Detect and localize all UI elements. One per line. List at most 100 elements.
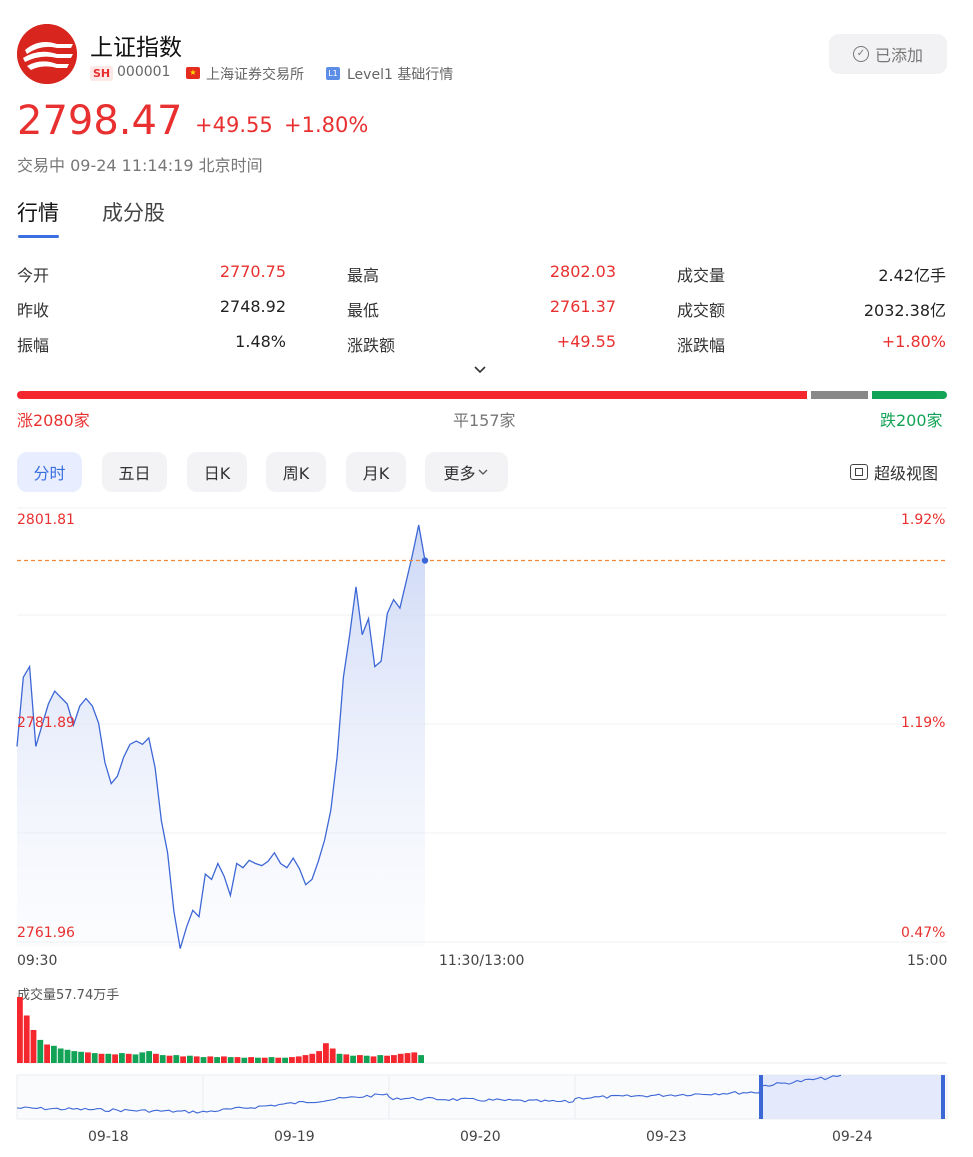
volume-bar xyxy=(180,1056,186,1063)
tab-components[interactable]: 成分股 xyxy=(102,201,165,225)
overview-date: 09-20 xyxy=(460,1129,501,1145)
stat-value: 2770.75 xyxy=(219,262,286,281)
overview-date: 09-23 xyxy=(646,1129,687,1145)
volume-bar xyxy=(57,1048,64,1063)
volume-bar xyxy=(357,1055,363,1063)
period-daily-button[interactable]: 日K xyxy=(187,452,247,492)
price-change: +49.55 xyxy=(195,113,273,137)
stat-label: 成交额 xyxy=(677,301,726,320)
navigator-right-handle[interactable] xyxy=(941,1075,945,1119)
volume-bar xyxy=(105,1053,112,1063)
stat-label: 今开 xyxy=(17,266,50,285)
more-label: 更多 xyxy=(443,464,476,483)
super-view-button[interactable]: 超级视图 xyxy=(850,460,938,484)
exchange-name: 上海证券交易所 xyxy=(206,67,304,83)
volume-bar xyxy=(377,1055,384,1063)
y-left-tick: 2781.89 xyxy=(17,715,75,731)
stat-label: 成交量 xyxy=(677,266,726,285)
price-line xyxy=(16,524,426,949)
volume-bar xyxy=(343,1054,350,1063)
volume-bar xyxy=(17,997,23,1063)
stat-label: 振幅 xyxy=(17,336,50,355)
volume-bar xyxy=(119,1053,125,1063)
period-5day-button[interactable]: 五日 xyxy=(102,452,167,492)
level-text: Level1 基础行情 xyxy=(347,67,454,83)
y-right-tick: 0.47% xyxy=(901,925,946,941)
volume-bar xyxy=(418,1055,424,1063)
added-label: 已添加 xyxy=(874,46,923,65)
tab-quote[interactable]: 行情 xyxy=(17,201,59,225)
volume-bar xyxy=(64,1049,71,1063)
volume-label: 成交量57.74万手 xyxy=(17,988,120,1003)
super-view-label: 超级视图 xyxy=(874,464,939,483)
decliners-count: 跌200家 xyxy=(880,411,943,430)
period-weekly-button[interactable]: 周K xyxy=(266,452,326,492)
navigator-selection[interactable] xyxy=(761,1075,945,1119)
stat-value: +1.80% xyxy=(881,332,946,351)
volume-bar xyxy=(282,1057,288,1063)
volume-bar xyxy=(268,1057,275,1063)
price-area xyxy=(17,525,425,949)
volume-bar xyxy=(112,1054,118,1063)
period-more-button[interactable]: 更多 xyxy=(425,452,508,492)
volume-bar xyxy=(85,1052,91,1063)
intraday-chart[interactable] xyxy=(0,505,973,975)
china-flag-icon: ★ xyxy=(186,67,200,79)
breadth-up-bar xyxy=(17,391,807,399)
stat-label: 昨收 xyxy=(17,301,50,320)
volume-bar xyxy=(146,1051,152,1063)
volume-bar xyxy=(384,1055,390,1063)
volume-bar xyxy=(159,1055,166,1063)
stat-value: +49.55 xyxy=(556,332,616,351)
volume-bar xyxy=(295,1056,302,1063)
volume-bar xyxy=(187,1055,193,1063)
price-change-pct: +1.80% xyxy=(284,113,369,137)
stat-value: 2761.37 xyxy=(549,297,616,316)
volume-bar xyxy=(350,1055,356,1063)
volume-bar xyxy=(275,1057,282,1063)
volume-bar xyxy=(397,1053,404,1063)
volume-bar xyxy=(44,1044,50,1063)
trading-status: 交易中 09-24 11:14:19 北京时间 xyxy=(17,156,263,175)
volume-bar xyxy=(370,1056,377,1063)
volume-bar xyxy=(411,1052,418,1063)
y-left-tick: 2801.81 xyxy=(17,512,75,528)
stat-value: 2802.03 xyxy=(549,262,616,281)
stat-value: 2.42亿手 xyxy=(878,266,946,285)
overview-date: 09-19 xyxy=(274,1129,315,1145)
stat-label: 涨跌幅 xyxy=(677,336,726,355)
overview-navigator[interactable] xyxy=(0,1072,973,1122)
added-watchlist-button[interactable]: ✓ 已添加 xyxy=(829,34,947,74)
expand-chevron-icon[interactable] xyxy=(472,362,488,378)
stat-value: 2748.92 xyxy=(219,297,286,316)
stat-label: 最高 xyxy=(347,266,380,285)
volume-bar xyxy=(255,1057,261,1063)
y-right-tick: 1.19% xyxy=(901,715,946,731)
volume-bar xyxy=(139,1052,146,1063)
breadth-flat-bar xyxy=(811,391,868,399)
period-monthly-button[interactable]: 月K xyxy=(346,452,406,492)
volume-bar xyxy=(234,1057,241,1063)
chevron-down-icon xyxy=(478,469,487,475)
sse-logo xyxy=(17,24,77,84)
unchanged-count: 平157家 xyxy=(453,411,516,430)
sse-logo-icon xyxy=(17,24,77,84)
volume-bar xyxy=(78,1051,84,1063)
market-badge: SH xyxy=(90,66,114,81)
volume-bar xyxy=(363,1055,370,1063)
index-code: 000001 xyxy=(117,64,171,80)
volume-bar xyxy=(193,1056,200,1063)
volume-bar xyxy=(23,1015,30,1063)
volume-bar xyxy=(51,1045,57,1063)
volume-bar xyxy=(166,1055,173,1063)
volume-bar xyxy=(241,1057,248,1063)
volume-bar xyxy=(391,1055,397,1063)
navigator-left-handle[interactable] xyxy=(759,1075,763,1119)
volume-bar xyxy=(227,1057,234,1063)
x-tick: 15:00 xyxy=(907,953,948,969)
volume-bar xyxy=(30,1030,37,1063)
volume-bar xyxy=(125,1053,132,1063)
volume-bar xyxy=(309,1053,316,1063)
period-intraday-button[interactable]: 分时 xyxy=(17,452,82,492)
volume-chart xyxy=(17,997,947,1064)
